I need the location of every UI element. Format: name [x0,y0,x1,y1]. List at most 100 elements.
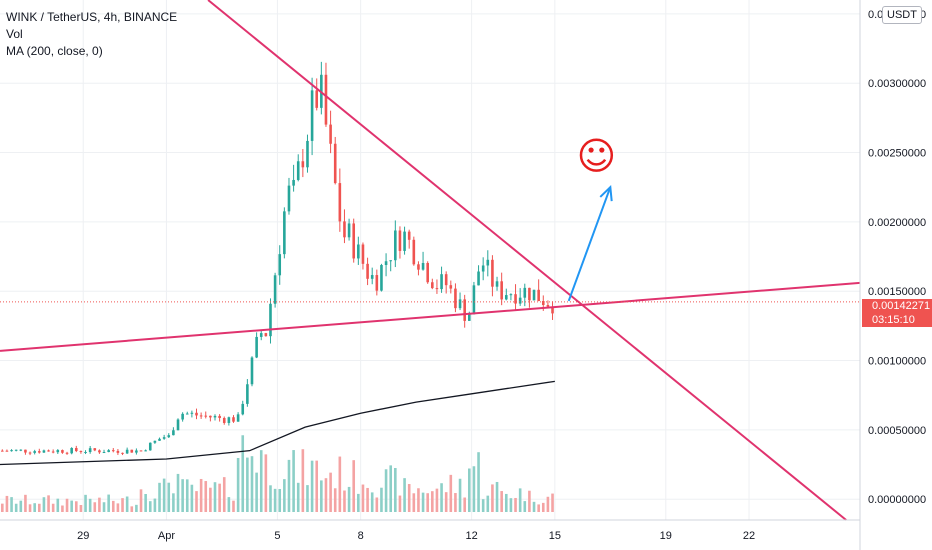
volume-bar-2021-04-05T20:00 [301,449,305,512]
candle-body-2021-04-03T20:00 [246,384,249,404]
candle-body-2021-04-07T00:00 [333,143,337,184]
moving-average-label[interactable]: MA (200, close, 0) [6,44,103,58]
volume-bar-2021-04-12T00:00 [472,466,476,512]
volume-bar-2021-04-06T20:00 [329,472,332,512]
candle-body-2021-04-02T00:00 [195,412,198,416]
candle-body-2021-04-09T04:00 [394,230,397,261]
candle-body-2021-04-11T08:00 [454,288,457,309]
candle-body-2021-04-04T04:00 [255,336,258,358]
volume-bar-2021-03-28T08:00 [65,498,69,512]
volume-bar-2021-04-05T08:00 [287,459,291,512]
volume-bar-2021-03-27T04:00 [33,503,36,512]
candle-body-2021-04-13T08:00 [509,294,513,296]
volume-bar-2021-04-11T20:00 [468,468,471,512]
candle-body-2021-04-12T00:00 [472,285,476,315]
candle-body-2021-03-27T00:00 [28,452,32,454]
volume-bar-2021-04-09T12:00 [403,478,406,512]
candle-body-2021-04-02T20:00 [218,415,221,419]
volume-bar-2021-04-05T12:00 [292,450,295,512]
trendline-1 [207,0,847,521]
volume-bar-2021-03-26T00:00 [1,503,4,512]
volume-bar-2021-04-13T20:00 [523,501,527,512]
volume-bar-2021-04-09T16:00 [407,484,411,512]
candle-body-2021-03-31T08:00 [148,442,152,451]
volume-bar-2021-04-03T16:00 [241,435,245,512]
currency-badge[interactable]: USDT [882,6,922,24]
volume-bar-2021-04-14T12:00 [541,502,545,512]
candle-body-2021-04-11T12:00 [458,299,462,309]
candle-body-2021-03-27T08:00 [38,451,41,453]
candle-body-2021-03-26T00:00 [1,450,4,452]
price-tick-label-0: 0.00000000 [868,494,926,506]
volume-bar-2021-04-12T12:00 [486,495,490,512]
volume-bar-2021-04-08T00:00 [361,484,365,512]
candle-body-2021-03-30T04:00 [116,450,120,453]
time-tick-label-15: 15 [549,530,561,542]
candle-body-2021-04-12T16:00 [491,259,494,287]
candle-body-2021-04-12T12:00 [486,259,490,266]
candle-body-2021-03-27T16:00 [47,450,50,452]
volume-bar-2021-04-10T16:00 [435,488,439,512]
price-tick-label-4: 0.00200000 [868,217,926,229]
time-tick-label-29: 29 [77,530,89,542]
volume-bar-2021-04-10T20:00 [440,483,443,512]
candle-body-2021-04-10T12:00 [431,282,434,289]
candle-body-2021-03-29T12:00 [98,450,101,453]
candle-body-2021-03-29T08:00 [93,448,97,451]
candle-body-2021-04-07T08:00 [343,221,346,238]
candle-body-2021-04-03T12:00 [236,414,240,422]
candle-body-2021-04-11T04:00 [449,285,453,289]
volume-bar-2021-04-06T12:00 [320,480,323,512]
price-tick-label-1: 0.00050000 [868,425,926,437]
candle-body-2021-04-07T04:00 [338,183,342,222]
candle-body-2021-04-02T08:00 [204,415,208,417]
time-tick-label-Apr: Apr [158,530,175,542]
volume-bar-2021-04-10T12:00 [431,491,434,512]
candle-body-2021-04-02T12:00 [209,415,212,418]
candle-body-2021-04-13T12:00 [514,294,517,304]
chart-legend: WINK / TetherUS, 4h, BINANCE Vol MA (200… [6,9,177,60]
candle-body-2021-04-08T12:00 [375,275,379,291]
candle-body-2021-04-05T08:00 [287,185,291,212]
candle-body-2021-04-09T16:00 [407,231,411,240]
volume-bar-2021-03-31T08:00 [148,501,152,512]
candle-body-2021-04-04T08:00 [259,333,263,337]
volume-bar-2021-04-12T16:00 [491,484,494,512]
volume-bar-2021-04-07T16:00 [352,460,356,512]
volume-bar-2021-03-26T04:00 [5,495,9,512]
candle-body-2021-04-01T16:00 [185,413,189,415]
volume-bar-2021-04-06T08:00 [315,460,319,512]
volume-bar-2021-04-14T08:00 [537,504,540,512]
volume-bar-2021-03-30T20:00 [135,504,138,512]
volume-bar-2021-04-09T20:00 [412,493,416,512]
volume-bar-2021-04-06T04:00 [310,460,314,512]
volume-bar-2021-04-03T04:00 [227,497,231,512]
volume-bar-2021-03-30T12:00 [125,496,129,512]
candle-body-2021-04-05T20:00 [301,161,305,168]
candle-body-2021-04-03T00:00 [222,418,226,423]
volume-bar-2021-03-28T20:00 [79,504,83,512]
candle-body-2021-04-11T00:00 [444,274,448,286]
candle-body-2021-03-26T16:00 [19,449,23,451]
last-price-tag: 0.00142271 03:15:10 [862,299,932,327]
candle-body-2021-03-28T04:00 [61,450,64,453]
volume-bar-2021-04-08T08:00 [370,492,374,512]
candle-body-2021-04-14T04:00 [532,289,536,301]
symbol-title[interactable]: WINK / TetherUS, 4h, BINANCE [6,10,178,24]
trendline-0 [0,281,861,352]
volume-bar-2021-03-26T08:00 [10,497,13,512]
volume-bar-2021-04-04T12:00 [264,454,268,512]
candle-body-2021-04-06T16:00 [324,74,328,125]
volume-bar-2021-04-07T04:00 [338,456,342,512]
candle-body-2021-04-12T04:00 [477,271,480,286]
volume-indicator-label[interactable]: Vol [6,27,23,41]
candle-body-2021-03-28T12:00 [70,448,73,454]
volume-bar-2021-04-14T04:00 [532,501,536,512]
candle-body-2021-03-30T12:00 [125,449,129,454]
volume-bar-2021-03-31T00:00 [139,489,143,512]
volume-bar-2021-04-13T16:00 [518,488,522,512]
volume-bar-2021-03-31T12:00 [153,498,157,512]
volume-bar-2021-04-08T04:00 [366,487,369,512]
